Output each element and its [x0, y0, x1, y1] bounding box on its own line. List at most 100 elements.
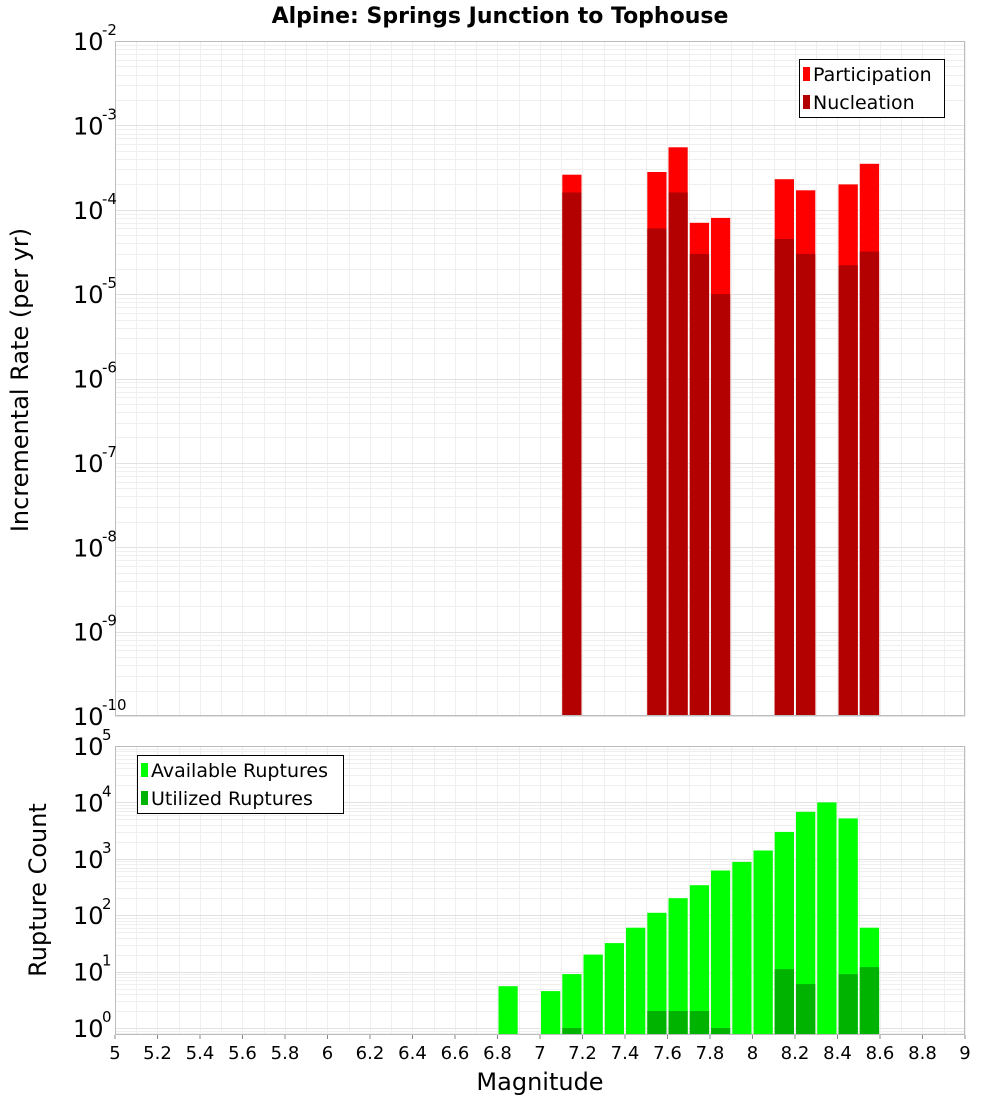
bar-nucleation-7.65	[668, 192, 688, 716]
y-tick-exponent: 0	[102, 1008, 112, 1026]
bar-available-ruptures-7.95	[732, 861, 752, 1035]
x-tick-label: 9	[959, 1043, 970, 1064]
y-tick-exponent: 2	[102, 895, 112, 913]
x-tick-label: 6.8	[483, 1043, 512, 1064]
bar-nucleation-8.45	[838, 265, 858, 716]
x-tick-label: 6.6	[441, 1043, 470, 1064]
bar-available-ruptures-7.35	[604, 943, 624, 1035]
legend-rate: Participation Nucleation	[799, 59, 945, 118]
x-tick-label: 7.2	[568, 1043, 597, 1064]
bar-available-ruptures-6.85	[498, 986, 518, 1035]
y-tick-exponent: -9	[102, 612, 117, 630]
y-tick-exponent: -2	[102, 21, 117, 39]
y-tick-label: 10-8	[73, 527, 117, 562]
y-tick-base: 10	[73, 789, 104, 817]
bar-utilized-ruptures-7.75	[689, 1011, 710, 1035]
bar-available-ruptures-7.05	[541, 991, 561, 1035]
y-tick-label: 105	[73, 726, 112, 761]
legend-label: Participation	[813, 64, 932, 86]
y-tick-exponent: 3	[102, 839, 112, 857]
legend-label: Available Ruptures	[151, 760, 328, 782]
bar-nucleation-7.75	[689, 253, 710, 716]
x-tick-label: 6.4	[398, 1043, 427, 1064]
y-tick-base: 10	[73, 703, 104, 731]
bar-available-ruptures-8.05	[753, 850, 773, 1035]
y-tick-label: 10-9	[73, 612, 117, 647]
legend-swatch	[803, 95, 810, 109]
y-tick-exponent: 4	[102, 782, 112, 800]
bar-utilized-ruptures-7.15	[562, 1028, 582, 1035]
legend-label: Utilized Ruptures	[151, 788, 313, 810]
y-tick-exponent: 1	[102, 952, 112, 970]
y-tick-base: 10	[73, 1015, 104, 1043]
x-tick-label: 8.2	[781, 1043, 810, 1064]
y-tick-exponent: -3	[102, 105, 117, 123]
y-tick-label: 10-3	[73, 105, 117, 140]
bar-nucleation-8.55	[859, 251, 880, 716]
y-tick-label: 103	[73, 839, 112, 874]
legend-swatch	[141, 763, 148, 777]
y-tick-base: 10	[73, 959, 104, 987]
x-tick-label: 7.8	[696, 1043, 725, 1064]
y-tick-base: 10	[73, 733, 104, 761]
x-tick-label: 7	[534, 1043, 545, 1064]
y-tick-exponent: -4	[102, 190, 117, 208]
y-tick-base: 10	[73, 619, 104, 647]
bar-nucleation-7.85	[711, 294, 731, 716]
bar-available-ruptures-7.85	[711, 870, 731, 1035]
bar-utilized-ruptures-8.45	[838, 974, 858, 1035]
y-tick-label: 10-5	[73, 274, 117, 309]
bar-utilized-ruptures-8.55	[859, 967, 880, 1035]
bar-available-ruptures-8.25	[796, 811, 816, 1035]
bar-utilized-ruptures-7.85	[711, 1028, 731, 1035]
bar-available-ruptures-7.75	[689, 885, 710, 1035]
legend-label: Nucleation	[813, 92, 915, 114]
x-tick-label: 8	[747, 1043, 758, 1064]
legend-count: Available Ruptures Utilized Ruptures	[137, 755, 344, 814]
bar-nucleation-8.15	[774, 239, 794, 716]
bar-utilized-ruptures-8.25	[796, 984, 816, 1035]
bar-nucleation-7.55	[647, 228, 667, 716]
x-tick-label: 5.8	[271, 1043, 300, 1064]
y-tick-label: 102	[73, 895, 112, 930]
legend-swatch	[803, 67, 810, 81]
y-axis-label-rate: Incremental Rate (per yr)	[6, 228, 34, 532]
y-tick-base: 10	[73, 902, 104, 930]
y-tick-base: 10	[73, 197, 104, 225]
y-tick-label: 10-2	[73, 21, 117, 56]
x-tick-label: 6.2	[356, 1043, 385, 1064]
x-tick-label: 8.6	[866, 1043, 895, 1064]
bar-nucleation-7.15	[562, 192, 582, 716]
chart-title: Alpine: Springs Junction to Tophouse	[272, 4, 729, 29]
y-tick-exponent: -7	[102, 443, 117, 461]
y-tick-base: 10	[73, 281, 104, 309]
y-tick-label: 104	[73, 782, 112, 817]
grid-lines-rate	[115, 41, 966, 717]
y-tick-exponent: -8	[102, 527, 117, 545]
y-tick-base: 10	[73, 366, 104, 394]
bar-utilized-ruptures-7.55	[647, 1011, 667, 1035]
y-tick-label: 10-6	[73, 359, 117, 394]
y-tick-label: 10-10	[73, 696, 127, 731]
bar-available-ruptures-7.45	[626, 927, 646, 1035]
x-tick-label: 6	[322, 1043, 333, 1064]
legend-swatch	[141, 791, 148, 805]
x-tick-label: 8.8	[908, 1043, 937, 1064]
y-tick-label: 10-7	[73, 443, 117, 478]
x-tick-label: 8.4	[823, 1043, 852, 1064]
y-tick-base: 10	[73, 534, 104, 562]
bar-utilized-ruptures-7.65	[668, 1011, 688, 1035]
y-tick-base: 10	[73, 846, 104, 874]
x-tick-label: 5.6	[228, 1043, 257, 1064]
y-axis-label-rupture-count: Rupture Count	[24, 803, 52, 977]
y-tick-label: 10-4	[73, 190, 117, 225]
y-tick-base: 10	[73, 450, 104, 478]
y-tick-base: 10	[73, 28, 104, 56]
bar-available-ruptures-8.35	[817, 802, 837, 1035]
y-tick-label: 100	[73, 1008, 112, 1043]
y-tick-exponent: 5	[102, 726, 112, 744]
bar-nucleation-8.25	[796, 253, 816, 716]
x-tick-label: 7.6	[653, 1043, 682, 1064]
